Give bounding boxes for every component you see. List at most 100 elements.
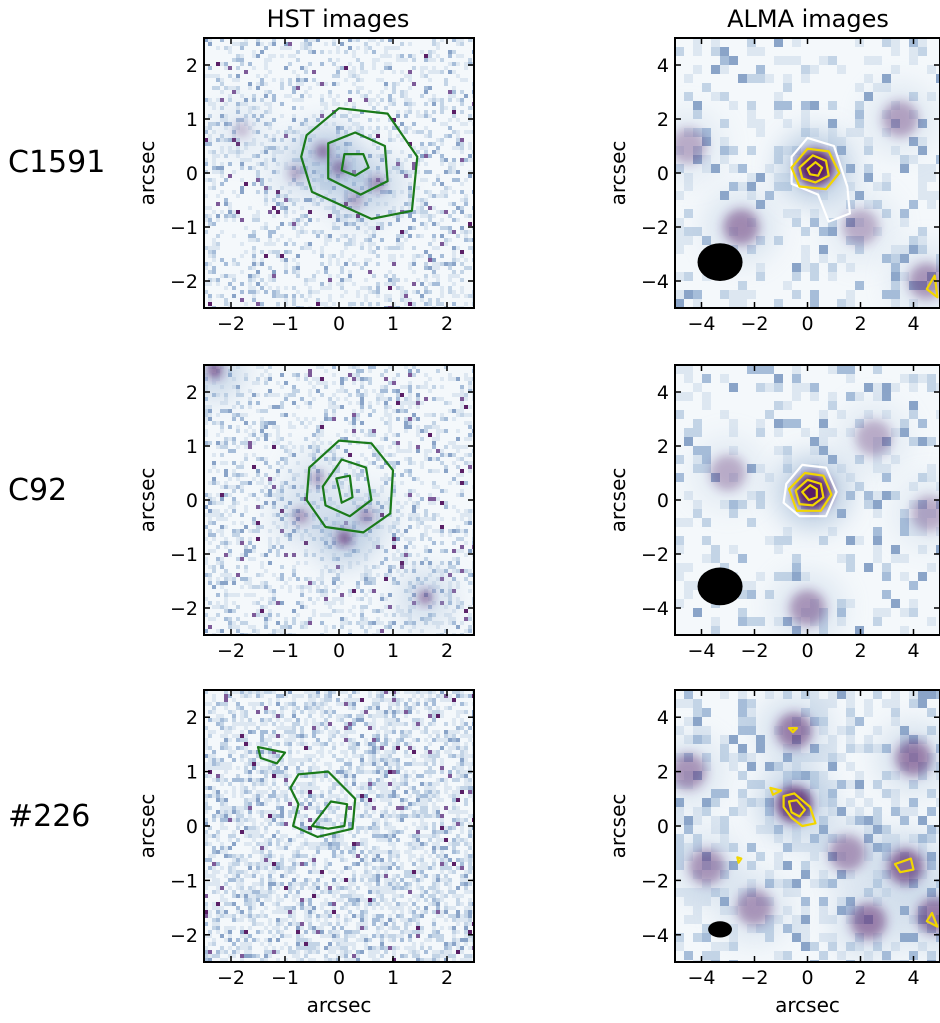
source-core bbox=[288, 166, 303, 180]
row-label-c1591: C1591 bbox=[8, 145, 105, 180]
source-core bbox=[359, 509, 373, 524]
source-core bbox=[675, 753, 707, 790]
beam-ellipse bbox=[708, 921, 732, 938]
y-tick-label: 0 bbox=[186, 163, 198, 185]
y-tick-label: 4 bbox=[657, 382, 669, 404]
y-tick-label: −2 bbox=[170, 598, 198, 620]
panel-c1591-hst: −2 −1 0 1 2 −2 −1 0 1 2 arcsec bbox=[135, 37, 475, 335]
x-tick-label: −4 bbox=[687, 313, 715, 335]
y-tick-label: −2 bbox=[641, 217, 669, 239]
x-tick-label: −1 bbox=[271, 967, 299, 989]
y-axis-label: arcsec bbox=[135, 794, 159, 859]
x-tick-label: 4 bbox=[907, 967, 919, 989]
contour-hst bbox=[300, 107, 419, 220]
contour-yellow bbox=[787, 726, 799, 734]
contour-yellow bbox=[790, 147, 841, 191]
contour-hst bbox=[256, 745, 287, 765]
contour-yellow bbox=[893, 857, 915, 874]
row-label-226: #226 bbox=[8, 799, 90, 834]
y-tick-label: −1 bbox=[170, 544, 198, 566]
column-title-hst: HST images bbox=[267, 5, 410, 33]
source-core bbox=[688, 848, 725, 885]
x-tick-label: −1 bbox=[271, 313, 299, 335]
source-core bbox=[710, 455, 746, 491]
row-label-c92: C92 bbox=[8, 473, 67, 508]
y-tick-label: 4 bbox=[657, 55, 669, 77]
panel-c92-hst: −2 −1 0 1 2 −2 −1 0 1 2 arcsec bbox=[135, 364, 475, 662]
x-tick-label: 0 bbox=[801, 640, 813, 662]
y-tick-label: 2 bbox=[186, 382, 198, 404]
source-core bbox=[842, 209, 879, 245]
contours bbox=[256, 745, 357, 839]
contours bbox=[736, 726, 939, 928]
x-tick-label: −2 bbox=[740, 640, 768, 662]
source-core bbox=[418, 590, 433, 605]
x-tick-label: 4 bbox=[907, 313, 919, 335]
x-tick-label: 2 bbox=[441, 967, 453, 989]
y-axis-label: arcsec bbox=[606, 468, 630, 533]
source-core bbox=[675, 128, 707, 164]
contour-hst bbox=[321, 458, 373, 518]
source-core bbox=[789, 590, 826, 626]
y-tick-label: 0 bbox=[657, 163, 669, 185]
contour-hst bbox=[305, 439, 395, 534]
source-core bbox=[887, 848, 924, 885]
x-tick-label: 2 bbox=[441, 640, 453, 662]
beam-ellipse bbox=[697, 243, 743, 281]
beam-ellipse bbox=[697, 567, 743, 606]
source-core bbox=[207, 365, 222, 378]
x-tick-label: −2 bbox=[740, 313, 768, 335]
y-tick-label: 1 bbox=[186, 762, 198, 784]
x-tick-label: −2 bbox=[217, 313, 245, 335]
contour-yellow bbox=[801, 484, 818, 502]
x-tick-label: 0 bbox=[801, 313, 813, 335]
x-tick-label: −2 bbox=[217, 967, 245, 989]
y-tick-label: −1 bbox=[170, 217, 198, 239]
contour-hst bbox=[340, 153, 370, 177]
x-tick-label: 0 bbox=[333, 313, 345, 335]
x-tick-label: 1 bbox=[387, 967, 399, 989]
panel-c1591-alma: −4 −2 0 2 4 −4 −2 0 2 4 arcsec bbox=[606, 37, 940, 335]
contour-yellow bbox=[769, 786, 783, 796]
y-tick-label: 0 bbox=[657, 816, 669, 838]
x-tick-label: −4 bbox=[687, 967, 715, 989]
source-core bbox=[736, 889, 773, 926]
panel-c92-alma: −4 −2 0 2 4 −4 −2 0 2 4 arcsec bbox=[606, 364, 940, 662]
y-tick-label: −4 bbox=[641, 271, 669, 293]
x-tick-label: 1 bbox=[387, 313, 399, 335]
image-c92-alma bbox=[675, 365, 940, 635]
contour-yellow bbox=[787, 799, 807, 818]
y-tick-label: 1 bbox=[186, 436, 198, 458]
x-tick-label: 2 bbox=[854, 967, 866, 989]
contour-yellow bbox=[787, 471, 833, 512]
source-core bbox=[723, 209, 760, 245]
y-tick-label: 2 bbox=[657, 109, 669, 131]
x-tick-label: −2 bbox=[217, 640, 245, 662]
y-tick-label: 0 bbox=[657, 490, 669, 512]
x-axis-label: arcsec bbox=[307, 993, 372, 1017]
y-tick-label: 2 bbox=[186, 55, 198, 77]
y-tick-label: −2 bbox=[641, 544, 669, 566]
x-tick-label: 1 bbox=[387, 640, 399, 662]
y-tick-label: −4 bbox=[641, 925, 669, 947]
y-tick-label: −1 bbox=[170, 870, 198, 892]
contour-white bbox=[782, 463, 838, 518]
source-core bbox=[294, 509, 309, 524]
y-tick-label: −2 bbox=[641, 870, 669, 892]
y-axis-label: arcsec bbox=[135, 468, 159, 533]
contours bbox=[790, 136, 939, 299]
contour-yellow bbox=[806, 161, 824, 177]
contour-hst bbox=[327, 131, 389, 196]
x-tick-label: −1 bbox=[271, 640, 299, 662]
source-core bbox=[850, 903, 887, 940]
y-axis-label: arcsec bbox=[606, 794, 630, 859]
x-tick-label: 0 bbox=[801, 967, 813, 989]
source-core bbox=[234, 122, 249, 137]
panel-n226-hst: −2 −1 0 1 2 −2 −1 0 1 2 arcsec arcsec bbox=[135, 689, 475, 1017]
contours bbox=[782, 463, 838, 518]
y-tick-label: −4 bbox=[641, 598, 669, 620]
source-core bbox=[310, 471, 325, 486]
image-n226-alma bbox=[675, 690, 940, 962]
x-tick-label: 2 bbox=[441, 313, 453, 335]
